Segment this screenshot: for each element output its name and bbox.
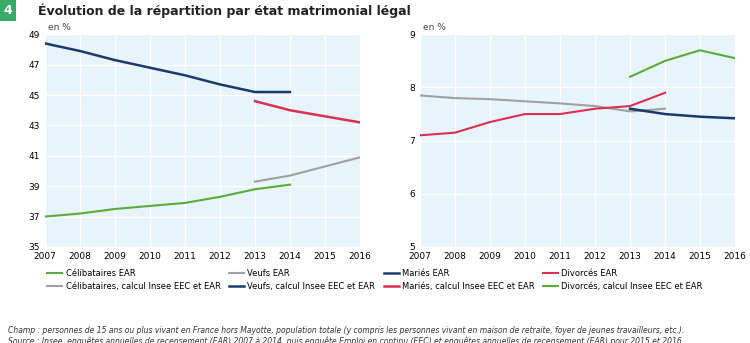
Legend: Célibataires EAR, Célibataires, calcul Insee EEC et EAR, Veufs EAR, Veufs, calcu: Célibataires EAR, Célibataires, calcul I… <box>44 265 706 294</box>
Text: en %: en % <box>423 23 446 32</box>
Text: 4: 4 <box>3 4 12 17</box>
Text: en %: en % <box>48 23 71 32</box>
Text: Source : Insee, enquêtes annuelles de recensement (EAR) 2007 à 2014, puis enquêt: Source : Insee, enquêtes annuelles de re… <box>8 336 684 343</box>
Text: Évolution de la répartition par état matrimonial légal: Évolution de la répartition par état mat… <box>38 3 410 17</box>
Text: Champ : personnes de 15 ans ou plus vivant en France hors Mayotte, population to: Champ : personnes de 15 ans ou plus viva… <box>8 326 684 335</box>
